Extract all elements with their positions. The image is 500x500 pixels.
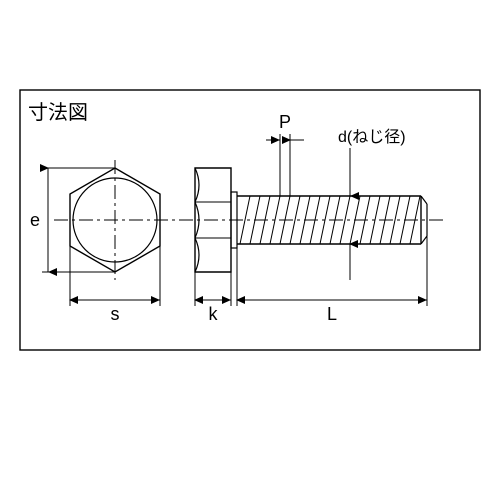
dim-d-label: d(ねじ径) [338,128,406,146]
dim-s-label: s [111,304,120,324]
dim-P-label: P [279,112,291,132]
diagram-canvas: 寸法図 e [0,0,500,500]
dim-k-label: k [209,304,219,324]
bolt-dimension-drawing: e s [0,0,500,500]
diagram-title: 寸法図 [28,96,88,125]
dim-L-label: L [327,304,337,324]
dim-e-label: e [30,210,40,230]
